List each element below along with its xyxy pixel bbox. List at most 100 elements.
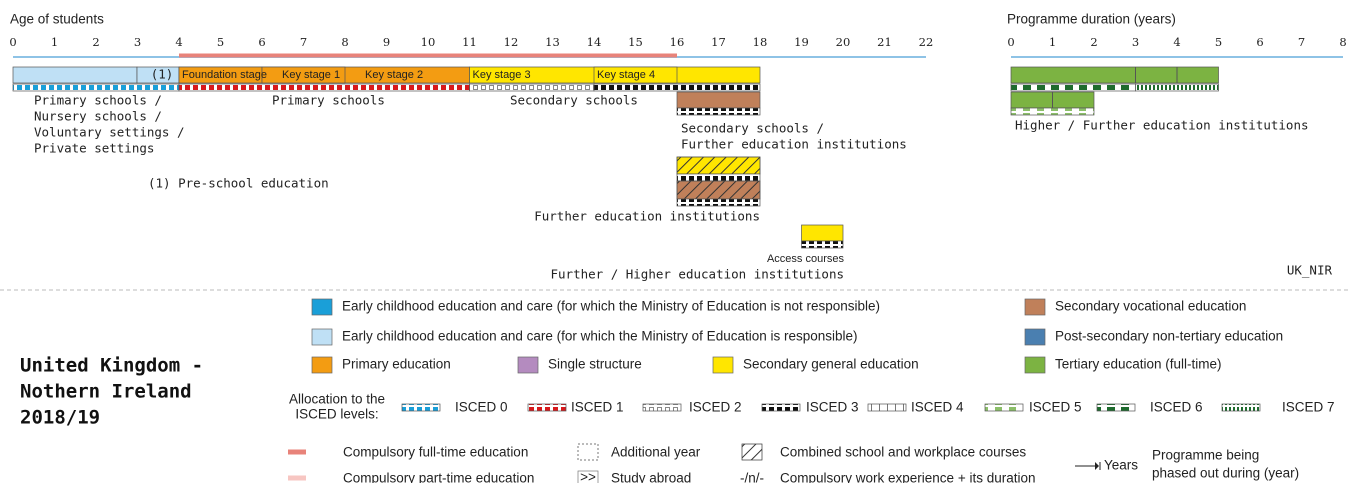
symbol: >> [580,470,596,483]
label: Primary schools [272,93,385,108]
tick-label: 6 [1256,35,1263,49]
isced-swatch [1221,403,1261,412]
label: Secondary schools / [681,121,824,136]
label: (1) Pre-school education [148,176,329,191]
country-title: United Kingdom - [20,355,203,377]
tick-label: 17 [711,35,726,49]
tick-label: 22 [919,35,934,49]
arrow-head [1095,462,1099,470]
legend-label: Years [1104,458,1138,473]
tick-label: 16 [670,35,685,49]
legend-swatch [1024,328,1046,346]
tick-label: 4 [175,35,182,49]
legend-swatch [311,328,333,346]
tick-label: 1 [51,35,58,49]
legend-swatch [1024,356,1046,374]
tick-label: 7 [1298,35,1305,49]
isced-swatch [1096,403,1136,412]
block-label: Key stage 4 [597,69,655,81]
legend-label: Additional year [611,445,701,460]
label: Further education institutions [681,137,907,152]
legend-label: ISCED levels: [295,407,378,422]
legend-label: phased out during (year) [1152,466,1299,481]
legend-label: ISCED 1 [571,400,624,415]
label: Higher / Further education institutions [1015,118,1309,133]
country-title: Nothern Ireland [20,381,192,403]
isced-swatch [401,403,441,412]
tick-label: 12 [504,35,519,49]
tick-label: 2 [92,35,99,49]
tick-label: 8 [341,35,348,49]
legend-label: Compulsory part-time education [343,471,534,483]
legend-label: ISCED 4 [911,400,964,415]
label: Private settings [34,141,154,156]
isced-stripe [1010,107,1095,116]
study-abroad-swatch [577,470,599,483]
tick-label: 3 [1132,35,1139,49]
isced-swatch [642,403,682,412]
stage [593,66,678,84]
label: Further education institutions [534,209,760,224]
legend-label: ISCED 6 [1150,400,1203,415]
tick-label: 0 [9,35,16,49]
tick-label: 1 [1049,35,1056,49]
legend-label: Combined school and workplace courses [780,445,1026,460]
tick-label: 10 [421,35,436,49]
legend-label: Compulsory full-time education [343,445,528,460]
label: Voluntary settings / [34,125,185,140]
legend-label: Tertiary education (full-time) [1055,357,1222,372]
label: Nursery schools / [34,109,162,124]
isced-stripe [801,240,844,249]
tick-label: 7 [300,35,307,49]
legend-swatch [517,356,539,374]
legend-label: ISCED 5 [1029,400,1082,415]
symbol: -/n/- [740,471,764,483]
tick-label: 8 [1339,35,1346,49]
isced-stripe [1010,83,1136,92]
tick-label: 5 [217,35,224,49]
legend-label: Compulsory work experience + its duratio… [780,471,1036,483]
isced-swatch [761,403,801,412]
legend-swatch [1024,298,1046,316]
country-code: UK_NIR [1287,263,1333,278]
legend-label: ISCED 3 [806,400,859,415]
isced-stripe [12,83,180,92]
tick-label: 20 [836,35,851,49]
tick-label: 15 [628,35,643,49]
country-title: 2018/19 [20,407,100,429]
legend-label: Early childhood education and care (for … [342,299,880,314]
legend-label: Post-secondary non-tertiary education [1055,329,1283,344]
combined-swatch [741,443,763,461]
block-label: Key stage 2 [365,69,423,81]
legend-label: Study abroad [611,471,691,483]
legend-label: Early childhood education and care (for … [342,329,858,344]
tick-label: 21 [877,35,892,49]
additional-year-swatch [577,443,599,461]
legend-label: Single structure [548,357,642,372]
isced-swatch [527,403,567,412]
isced-stripe [593,83,761,92]
isced-stripe [676,198,761,207]
legend-label: Primary education [342,357,451,372]
tick-label: 2 [1090,35,1097,49]
legend-label: Secondary vocational education [1055,299,1246,314]
block-label: Key stage 1 [282,69,340,81]
legend-swatch [712,356,734,374]
access-block [801,224,844,242]
tick-label: 0 [1007,35,1014,49]
tick-label: 14 [587,35,602,49]
tick-label: 18 [753,35,768,49]
axis-title: Programme duration (years) [1007,12,1176,27]
legend-label: Programme being [1152,448,1259,463]
hatch [676,180,761,200]
isced-swatch [867,403,907,412]
isced-stripe [676,173,761,182]
axis-title: Age of students [10,12,104,27]
block-label: (1) [151,67,174,82]
vocational-block [676,91,761,109]
isced-stripe [469,83,595,92]
tick-label: 11 [462,35,477,49]
isced-stripe [676,107,761,116]
